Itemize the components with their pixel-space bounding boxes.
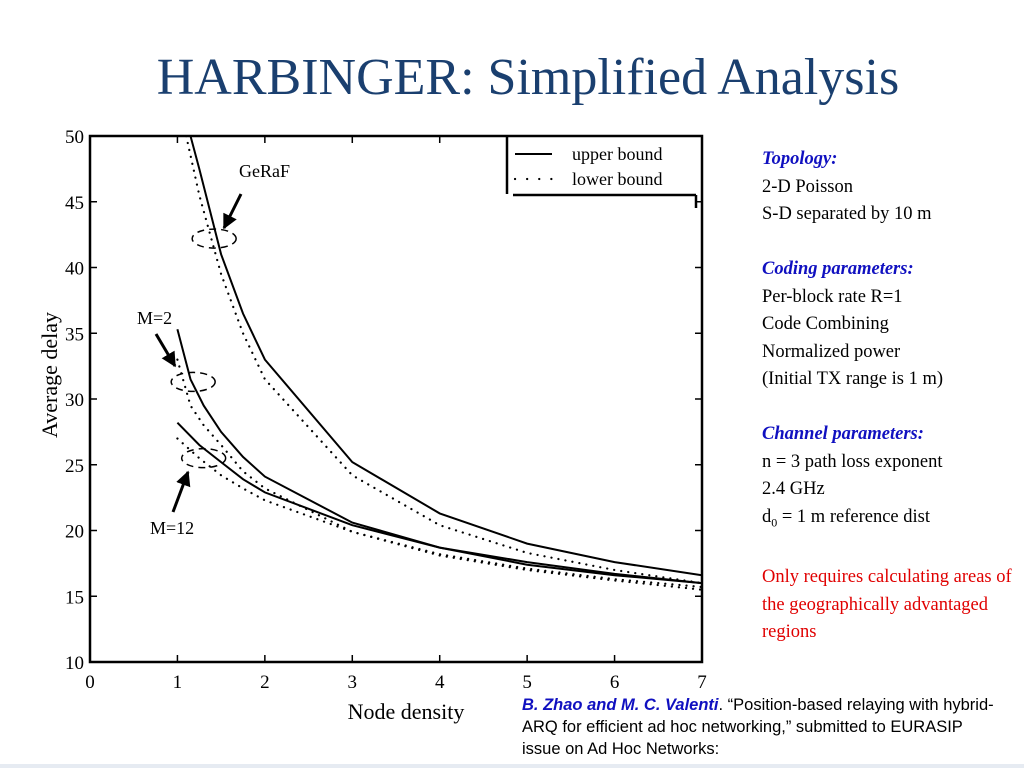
citation: B. Zhao and M. C. Valenti. “Position-bas… (522, 694, 1002, 760)
coding-line: Per-block rate R=1 (762, 286, 903, 307)
bottom-strip (0, 764, 1024, 768)
ref-dist-text: = 1 m reference dist (777, 506, 930, 527)
m-2-lower-bound-line (176, 358, 702, 591)
geraf-lower-bound-line (185, 136, 702, 585)
slide-title: HARBINGER: Simplified Analysis (156, 49, 900, 106)
coding-block: Coding parameters: Per-block rate R=1 Co… (762, 256, 1024, 394)
topology-line: 2-D Poisson (762, 176, 853, 197)
citation-text: . “Position-based relaying with hybrid-A… (522, 696, 994, 758)
legend-label: lower bound (572, 169, 662, 189)
y-tick-label: 15 (65, 587, 84, 608)
x-tick-label: 1 (173, 672, 183, 693)
citation-authors: B. Zhao and M. C. Valenti (522, 696, 719, 714)
channel-line: n = 3 path loss exponent (762, 451, 943, 472)
channel-block: Channel parameters: n = 3 path loss expo… (762, 421, 1024, 537)
channel-heading: Channel parameters: (762, 424, 924, 444)
y-tick-label: 40 (65, 259, 84, 280)
annotation-label: M=12 (150, 518, 194, 538)
coding-line: (Initial TX range is 1 m) (762, 369, 944, 389)
legend-box (507, 136, 702, 194)
x-axis-label: Node density (348, 699, 465, 724)
x-tick-label: 7 (697, 672, 707, 693)
x-tick-label: 2 (260, 672, 270, 693)
legend-label: upper bound (572, 144, 662, 164)
annotation-arrow (222, 193, 243, 230)
info-panel: Topology: 2-D Poisson S-D separated by 1… (762, 146, 1024, 647)
y-axis-label: Average delay (37, 312, 62, 438)
m-2-upper-bound-line (176, 329, 702, 585)
annotation-arrow (154, 333, 177, 368)
topology-heading: Topology: (762, 149, 838, 169)
x-tick-label: 3 (348, 672, 358, 693)
coding-heading: Coding parameters: (762, 259, 914, 279)
y-tick-label: 30 (65, 390, 84, 411)
topology-block: Topology: 2-D Poisson S-D separated by 1… (762, 146, 1024, 229)
y-tick-label: 20 (65, 522, 84, 543)
channel-line: 2.4 GHz (762, 479, 825, 499)
annotation-arrow (171, 470, 191, 513)
coding-line: Code Combining (762, 314, 889, 334)
x-tick-label: 4 (435, 672, 445, 693)
annotation-label: M=2 (137, 308, 172, 328)
y-tick-label: 50 (65, 127, 84, 148)
analysis-note: Only requires calculating areas of the g… (762, 567, 1012, 643)
y-tick-label: 10 (65, 653, 84, 674)
annotation-ellipse (191, 228, 237, 249)
m-12-upper-bound-line (176, 421, 702, 585)
geraf-upper-bound-line (189, 136, 702, 577)
topology-line: S-D separated by 10 m (762, 204, 932, 224)
ref-dist-symbol: d (762, 506, 772, 527)
x-tick-label: 6 (610, 672, 620, 693)
y-tick-label: 45 (65, 193, 84, 214)
annotation-label: GeRaF (239, 161, 290, 181)
ref-dist-subscript: 0 (771, 515, 778, 530)
annotation-ellipse (180, 447, 227, 469)
annotation-ellipse (170, 371, 216, 393)
y-tick-label: 25 (65, 456, 84, 477)
x-tick-label: 0 (85, 672, 95, 693)
reference-distance: d0 = 1 m reference dist (762, 504, 1024, 537)
y-tick-label: 35 (65, 324, 84, 345)
coding-line: Normalized power (762, 341, 901, 362)
plot-frame (88, 134, 704, 664)
x-tick-label: 5 (522, 672, 532, 693)
